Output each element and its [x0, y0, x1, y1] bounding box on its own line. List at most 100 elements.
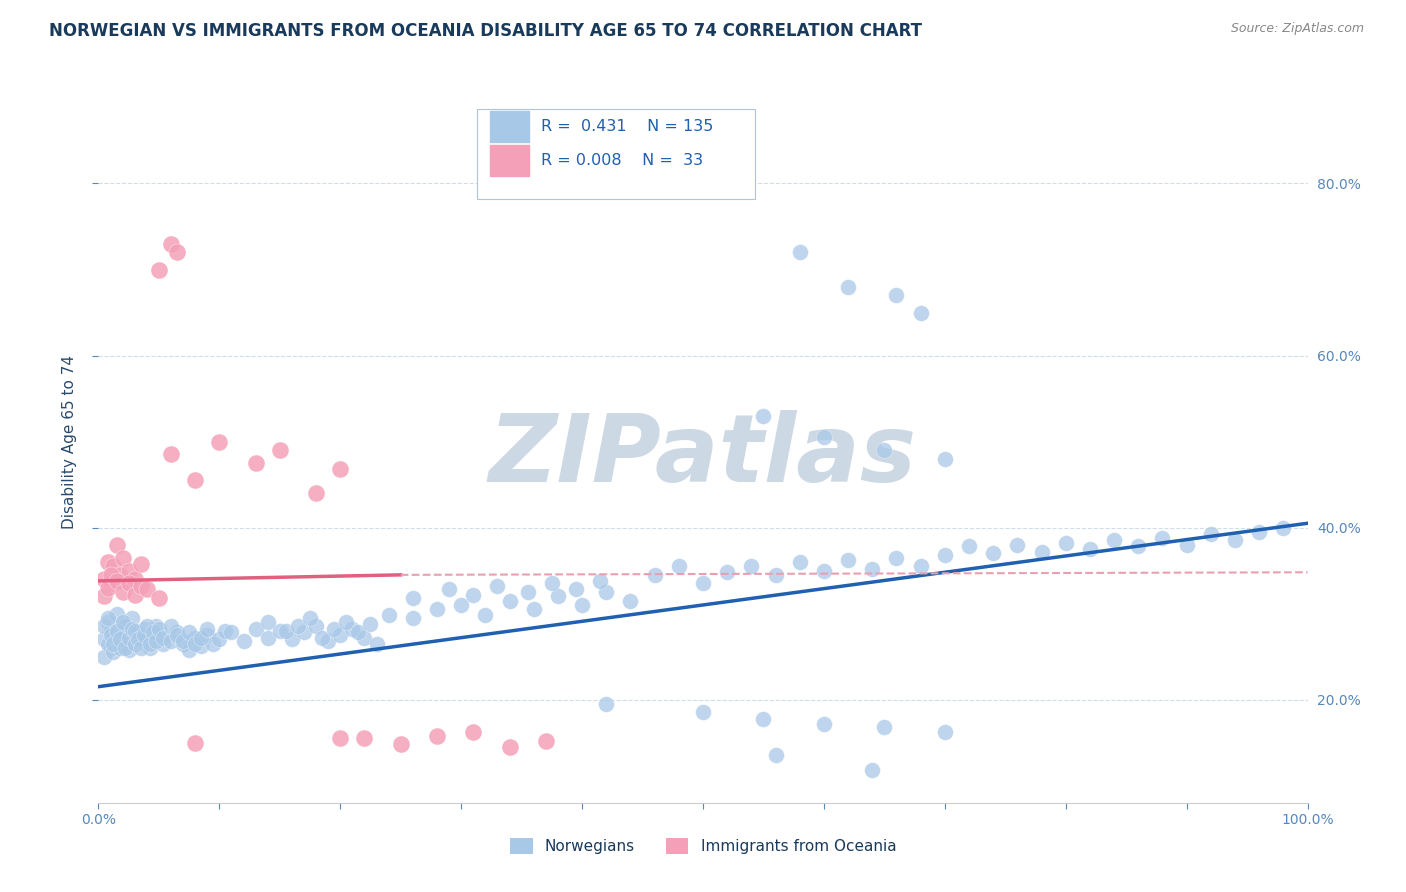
Text: ZIPatlas: ZIPatlas	[489, 410, 917, 502]
Point	[139, 640, 162, 655]
Point	[886, 288, 908, 302]
Point	[118, 631, 141, 645]
Point	[100, 640, 122, 655]
Point	[124, 637, 146, 651]
Point	[129, 640, 152, 655]
Point	[142, 625, 165, 640]
Point	[118, 642, 141, 657]
Point	[100, 624, 122, 638]
Point	[129, 634, 152, 648]
Point	[145, 619, 167, 633]
Point	[256, 615, 278, 630]
Point	[97, 615, 120, 630]
Point	[152, 637, 174, 651]
Point	[360, 616, 382, 631]
Point	[692, 576, 714, 591]
Point	[202, 637, 225, 651]
Point	[101, 624, 124, 638]
Point	[208, 632, 231, 647]
Point	[595, 697, 617, 711]
Point	[1031, 544, 1053, 558]
Point	[1223, 533, 1246, 548]
Point	[108, 632, 131, 647]
Point	[837, 279, 859, 293]
Point	[214, 624, 236, 638]
Point	[860, 562, 883, 576]
Point	[134, 622, 156, 636]
Point	[111, 585, 134, 599]
Point	[752, 712, 775, 726]
Point	[1152, 531, 1174, 545]
Point	[540, 576, 562, 591]
Point	[329, 731, 352, 746]
Point	[135, 582, 157, 597]
Point	[100, 567, 122, 582]
Text: NORWEGIAN VS IMMIGRANTS FROM OCEANIA DISABILITY AGE 65 TO 74 CORRELATION CHART: NORWEGIAN VS IMMIGRANTS FROM OCEANIA DIS…	[49, 22, 922, 40]
Point	[353, 731, 375, 746]
Point	[172, 637, 194, 651]
Point	[347, 625, 370, 640]
Point	[111, 550, 134, 565]
Point	[108, 632, 131, 647]
Point	[335, 615, 357, 630]
Point	[184, 735, 207, 749]
Point	[934, 725, 956, 739]
Point	[100, 628, 122, 642]
Point	[498, 739, 520, 754]
Point	[245, 622, 267, 636]
Point	[873, 720, 896, 734]
Point	[765, 567, 787, 582]
Point	[1102, 533, 1125, 548]
Point	[148, 622, 170, 636]
Point	[329, 462, 352, 476]
Point	[311, 631, 333, 645]
Point	[148, 262, 170, 277]
Point	[93, 649, 115, 664]
Point	[813, 564, 835, 578]
Point	[232, 634, 254, 648]
Point	[100, 576, 122, 591]
Point	[129, 579, 152, 593]
Point	[245, 456, 267, 470]
Point	[910, 305, 932, 319]
Point	[256, 631, 278, 645]
Point	[118, 564, 141, 578]
Point	[547, 590, 569, 604]
Point	[353, 631, 375, 645]
Point	[402, 591, 425, 606]
Point	[516, 585, 538, 599]
Point	[134, 628, 156, 642]
Point	[179, 625, 201, 640]
Point	[366, 637, 388, 651]
Point	[1249, 524, 1271, 539]
Point	[389, 737, 412, 751]
Point	[129, 557, 152, 571]
Point	[221, 625, 243, 640]
Point	[166, 625, 188, 640]
Point	[108, 567, 131, 582]
Point	[957, 540, 980, 554]
Point	[565, 582, 588, 597]
Point	[1272, 520, 1295, 534]
Point	[668, 559, 690, 574]
Point	[127, 625, 149, 640]
Text: Source: ZipAtlas.com: Source: ZipAtlas.com	[1230, 22, 1364, 36]
Point	[160, 634, 183, 648]
Point	[644, 567, 666, 582]
Point	[121, 634, 143, 648]
Point	[152, 631, 174, 645]
Point	[135, 631, 157, 645]
Point	[981, 546, 1004, 560]
Point	[114, 640, 136, 655]
Point	[111, 628, 134, 642]
Point	[97, 555, 120, 569]
Point	[105, 607, 128, 621]
Point	[101, 637, 124, 651]
Point	[121, 611, 143, 625]
Point	[160, 619, 183, 633]
Point	[184, 637, 207, 651]
FancyBboxPatch shape	[477, 109, 755, 200]
Point	[426, 729, 449, 743]
Point	[692, 706, 714, 720]
Point	[1007, 538, 1029, 552]
